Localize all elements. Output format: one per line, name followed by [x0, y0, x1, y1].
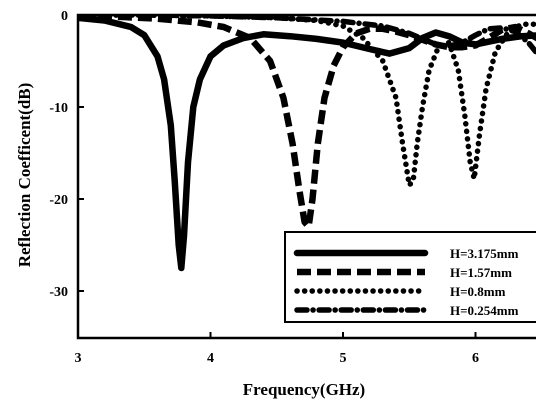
series-line-4	[78, 15, 536, 57]
legend-label-2: H=1.57mm	[450, 265, 512, 280]
legend: H=3.175mm H=1.57mm H=0.8mm H=0.254mm	[284, 231, 536, 323]
y-tick-label-2: -10	[49, 101, 68, 116]
x-axis-label: Frequency(GHz)	[243, 380, 365, 399]
legend-label-3: H=0.8mm	[450, 284, 506, 299]
plot-area-frame	[76, 13, 536, 340]
y-tick-label-3: -20	[49, 193, 68, 208]
y-tick-label-4: -30	[49, 285, 68, 300]
x-tick-label-2: 4	[207, 351, 214, 366]
y-axis-ticks: 0 -10 -20 -30	[49, 9, 84, 300]
series-line-2	[78, 15, 536, 230]
legend-label-1: H=3.175mm	[450, 246, 519, 261]
series-line-1	[78, 15, 536, 272]
x-tick-label-4: 6	[472, 351, 479, 366]
x-axis-ticks: 3 4 5 6	[75, 332, 479, 366]
x-tick-label-3: 5	[340, 351, 347, 366]
y-tick-label-1: 0	[61, 9, 68, 24]
legend-label-4: H=0.254mm	[450, 303, 519, 318]
y-axis-label: Reflection Coefficent(dB)	[15, 83, 34, 268]
series-layer	[78, 15, 536, 272]
legend-box	[284, 231, 536, 323]
x-tick-label-1: 3	[75, 351, 82, 366]
